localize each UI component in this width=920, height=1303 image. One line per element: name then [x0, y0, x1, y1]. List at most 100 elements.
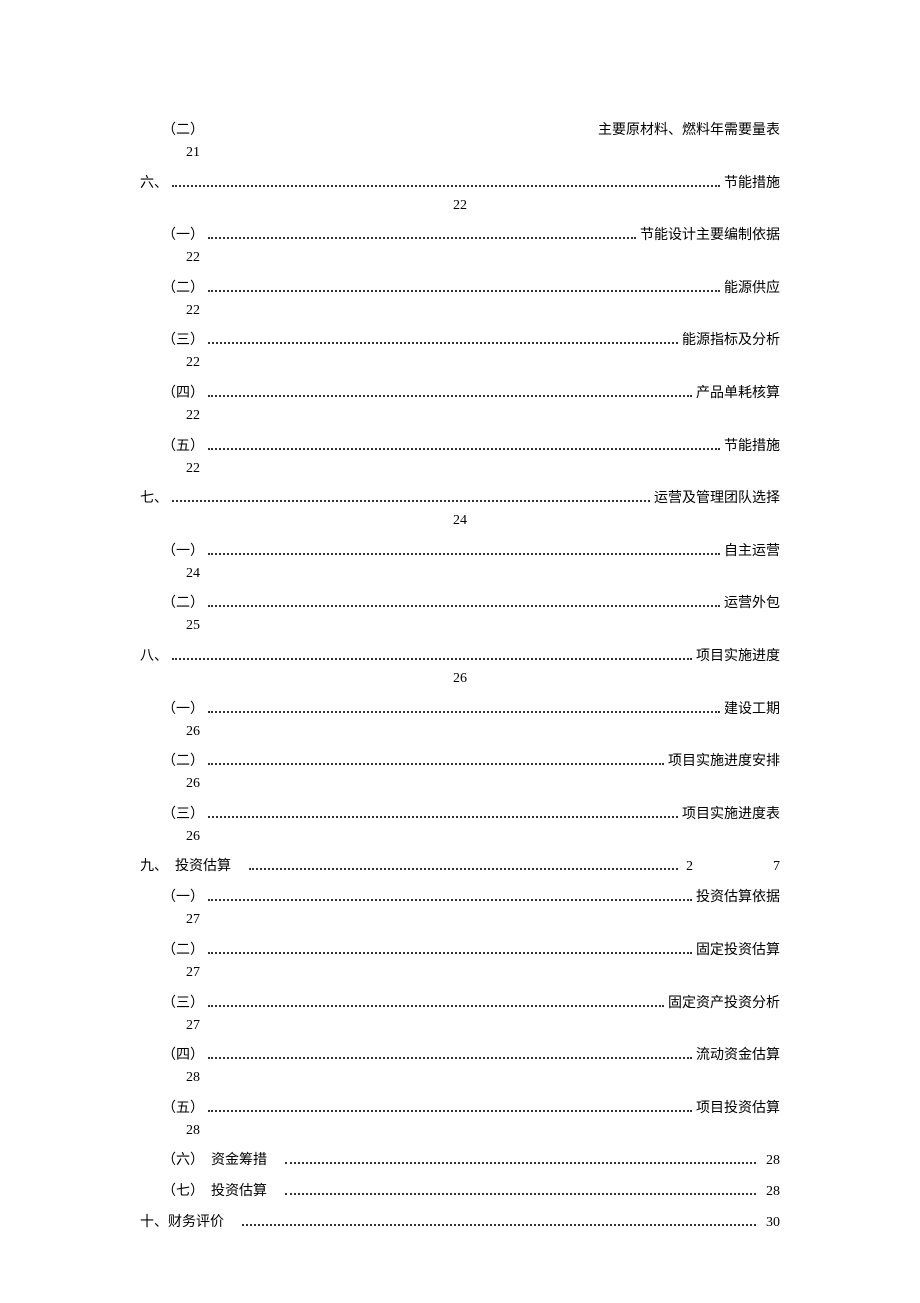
toc-entry: （二）运营外包25 — [140, 593, 780, 636]
toc-entry: （七） 投资估算 28 — [140, 1181, 780, 1202]
toc-page: 7 — [773, 856, 780, 877]
toc-page: 28 — [760, 1150, 780, 1171]
toc-prefix: （二） — [162, 751, 204, 772]
toc-page: 27 — [140, 1016, 780, 1036]
toc-prefix: （六） — [162, 1150, 211, 1171]
toc-prefix: （七） — [162, 1181, 211, 1202]
toc-entry: （四） 流动资金估算28 — [140, 1045, 780, 1088]
toc-title: 产品单耗核算 — [696, 383, 780, 404]
toc-page: 30 — [760, 1212, 780, 1233]
toc-entry: （一） 节能设计主要编制依据22 — [140, 225, 780, 268]
toc-title: 能源指标及分析 — [682, 330, 780, 351]
toc-title: 运营外包 — [724, 593, 780, 614]
toc-prefix: （四） — [162, 383, 204, 404]
toc-entry: 七、 运营及管理团队选择24 — [140, 488, 780, 531]
toc-entry: （一） 投资估算依据27 — [140, 887, 780, 930]
toc-title: 固定资产投资分析 — [668, 993, 780, 1014]
toc-page: 28 — [140, 1121, 780, 1141]
toc-title: 项目实施进度安排 — [668, 751, 780, 772]
toc-entry: （四）产品单耗核算22 — [140, 383, 780, 426]
toc-page: 2 — [682, 856, 773, 877]
dot-leader — [208, 282, 720, 292]
toc-entry: 六、 节能措施22 — [140, 173, 780, 216]
toc-page: 24 — [140, 511, 780, 531]
dot-leader — [208, 997, 664, 1007]
toc-entry: （五） 项目投资估算28 — [140, 1098, 780, 1141]
dot-leader — [208, 387, 692, 397]
toc-title: 固定投资估算 — [696, 940, 780, 961]
toc-title: 资金筹措 — [211, 1150, 281, 1171]
dot-leader — [172, 177, 720, 187]
toc-page: 22 — [140, 301, 780, 321]
toc-entry: （五）节能措施22 — [140, 436, 780, 479]
toc-title: 财务评价 — [168, 1212, 238, 1233]
dot-leader — [208, 1102, 692, 1112]
dot-leader — [208, 703, 720, 713]
dot-leader — [208, 545, 720, 555]
toc-page: 22 — [140, 459, 780, 479]
toc-page: 27 — [140, 910, 780, 930]
dot-leader — [208, 598, 720, 608]
toc-title: 自主运营 — [724, 541, 780, 562]
toc-prefix: 八、 — [140, 646, 168, 667]
toc-prefix: 六、 — [140, 173, 168, 194]
toc-entry: （二） 固定投资估算27 — [140, 940, 780, 983]
toc-prefix: 十、 — [140, 1212, 168, 1233]
dot-leader — [208, 892, 692, 902]
toc-title: 项目投资估算 — [696, 1098, 780, 1119]
toc-prefix: （一） — [162, 541, 204, 562]
toc-entry: 八、项目实施进度26 — [140, 646, 780, 689]
dot-leader — [172, 492, 650, 502]
toc-page: 21 — [140, 143, 780, 163]
toc-page: 27 — [140, 963, 780, 983]
toc-entry: 九、 投资估算 27 — [140, 856, 780, 877]
toc-title: 节能设计主要编制依据 — [640, 225, 780, 246]
toc-title: 主要原材料、燃料年需要量表 — [598, 120, 780, 141]
dot-leader — [208, 944, 692, 954]
toc-page: 22 — [140, 248, 780, 268]
toc-title: 节能措施 — [724, 173, 780, 194]
dot-leader — [208, 229, 636, 239]
toc-entry: 十、财务评价 30 — [140, 1212, 780, 1233]
dot-leader — [208, 808, 678, 818]
toc-prefix-title: 九、 投资估算 — [140, 856, 245, 877]
toc-page: 24 — [140, 564, 780, 584]
toc-page: 28 — [140, 1068, 780, 1088]
toc-title: 建设工期 — [724, 699, 780, 720]
toc-prefix: （三） — [162, 330, 204, 351]
dot-leader — [208, 1049, 692, 1059]
toc-prefix: 七、 — [140, 488, 168, 509]
toc-entry: （一） 自主运营24 — [140, 541, 780, 584]
toc-page: 26 — [140, 774, 780, 794]
toc-entry: （三） 固定资产投资分析27 — [140, 993, 780, 1036]
dot-leader — [208, 755, 664, 765]
toc-prefix: （一） — [162, 699, 204, 720]
dot-leader — [249, 861, 678, 871]
toc-prefix: （三） — [162, 993, 204, 1014]
toc-title: 运营及管理团队选择 — [654, 488, 780, 509]
toc-title: 投资估算依据 — [696, 887, 780, 908]
toc-page: 26 — [140, 669, 780, 689]
toc-prefix: （一） — [162, 225, 204, 246]
toc-prefix: （三） — [162, 804, 204, 825]
toc-page: 25 — [140, 616, 780, 636]
toc-page: 22 — [140, 353, 780, 373]
dot-leader — [285, 1185, 756, 1195]
toc-prefix: （四） — [162, 1045, 204, 1066]
toc-prefix: （二） — [162, 940, 204, 961]
dot-leader — [242, 1216, 756, 1226]
toc-prefix: （一） — [162, 887, 204, 908]
toc-prefix: （五） — [162, 436, 204, 457]
toc-entry: （二） 主要原材料、燃料年需要量表21 — [140, 120, 780, 163]
toc-page: 26 — [140, 722, 780, 742]
toc-prefix: （二） — [162, 120, 204, 141]
toc-prefix: （五） — [162, 1098, 204, 1119]
toc-title: 流动资金估算 — [696, 1045, 780, 1066]
dot-leader — [208, 440, 720, 450]
toc-entry: （二）能源供应22 — [140, 278, 780, 321]
toc-page: 26 — [140, 827, 780, 847]
dot-leader — [208, 335, 678, 345]
toc-page: 22 — [140, 196, 780, 216]
dot-leader — [285, 1154, 756, 1164]
toc-title: 能源供应 — [724, 278, 780, 299]
